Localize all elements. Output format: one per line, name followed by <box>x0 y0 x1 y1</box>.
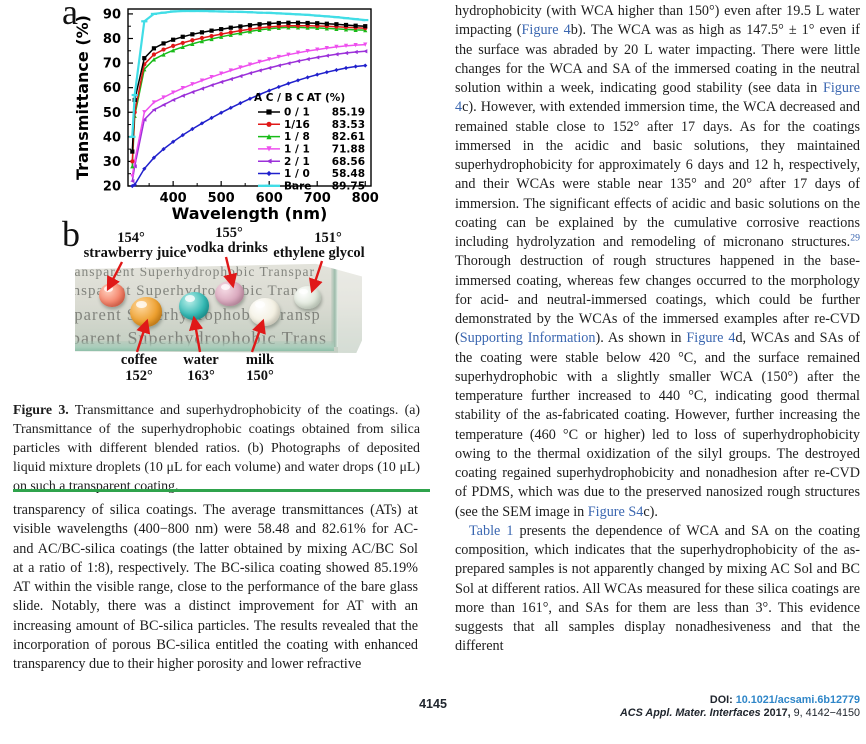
svg-text:89.75: 89.75 <box>332 180 365 192</box>
svg-text:82.61: 82.61 <box>332 131 365 143</box>
svg-text:2 / 1: 2 / 1 <box>284 156 310 168</box>
svg-text:40: 40 <box>103 130 121 145</box>
svg-text:800: 800 <box>352 191 379 206</box>
droplet-annotation-label: 154° <box>117 230 145 246</box>
svg-text:20: 20 <box>103 180 121 195</box>
printed-text-under-glass: sparent Superhydrophobic Transp <box>75 305 321 324</box>
svg-text:1/16: 1/16 <box>284 119 310 131</box>
figure-caption-number: Figure 3. <box>13 403 69 418</box>
cross-reference-link[interactable]: Figure 4 <box>686 330 736 347</box>
svg-text:600: 600 <box>256 191 283 206</box>
right-body-text: hydrophobicity (with WCA higher than 150… <box>455 2 860 657</box>
droplet-annotation-label: strawberry juice <box>83 245 187 261</box>
doi-line: DOI: 10.1021/acsami.6b12779 <box>620 694 860 706</box>
paragraph: transparency of silica coatings. The ave… <box>13 501 418 674</box>
droplet-annotation-label: 163° <box>187 368 215 384</box>
page-number: 4145 <box>419 697 447 711</box>
journal-citation: ACS Appl. Mater. Interfaces 2017, 9, 414… <box>620 707 860 719</box>
paper-beyond-slide <box>338 263 362 353</box>
svg-text:80: 80 <box>103 32 121 47</box>
svg-text:AT (%): AT (%) <box>307 92 345 104</box>
figure-caption: Figure 3. Transmittance and superhydroph… <box>13 401 420 496</box>
journal-name: ACS Appl. Mater. Interfaces <box>620 707 761 719</box>
droplet-annotation-label: 151° <box>314 230 342 246</box>
svg-text:68.56: 68.56 <box>332 156 365 168</box>
text-run: c). <box>643 503 658 520</box>
svg-text:500: 500 <box>208 191 235 206</box>
svg-text:400: 400 <box>160 191 187 206</box>
droplet-annotation-label: 150° <box>246 368 274 384</box>
text-run: hydrophobicity (with WCA higher than 150… <box>455 3 860 39</box>
text-run: transparency of silica coatings. The ave… <box>13 502 418 672</box>
doi-link[interactable]: 10.1021/acsami.6b12779 <box>735 694 860 706</box>
text-run: d, WCAs and SAs of the coating were stab… <box>455 330 861 520</box>
droplet-coffee <box>130 297 162 327</box>
svg-text:Transmittance (%): Transmittance (%) <box>73 15 92 180</box>
svg-text:90: 90 <box>103 7 121 22</box>
cross-reference-link[interactable]: Table 1 <box>469 522 514 539</box>
svg-text:58.48: 58.48 <box>332 168 365 180</box>
glass-slide: sparent Superhydrophobic Transsparent Su… <box>75 263 362 353</box>
section-divider-rule <box>13 489 430 492</box>
chart-legend: A C / B C AT (%) 0 / 1 85.19 1/16 83.53 1 / 8 8… <box>254 92 365 192</box>
droplet-vodka-drinks <box>215 281 244 306</box>
text-run: c). However, with extended immersion tim… <box>455 99 860 250</box>
journal-year: 2017, <box>763 707 791 719</box>
journal-pages: 9, 4142−4150 <box>793 707 860 719</box>
page-footer: 4145 DOI: 10.1021/acsami.6b12779 ACS App… <box>0 694 866 744</box>
svg-text:30: 30 <box>103 155 121 170</box>
glass-slide-right-edge <box>331 267 338 347</box>
text-run: ). As shown in <box>595 330 687 347</box>
paragraph: hydrophobicity (with WCA higher than 150… <box>455 2 860 522</box>
transmittance-chart: 400 500 600 700 800 20 30 40 50 60 70 80 90 Wavelengt… <box>73 7 379 222</box>
svg-text:A C / B C: A C / B C <box>254 92 304 104</box>
cross-reference-link[interactable]: Figure S4 <box>587 503 644 520</box>
svg-text:1 / 8: 1 / 8 <box>284 131 310 143</box>
svg-text:60: 60 <box>103 81 121 96</box>
svg-text:Bare: Bare <box>284 180 311 192</box>
svg-text:Wavelength (nm): Wavelength (nm) <box>172 204 328 222</box>
droplet-annotation-label: milk <box>245 352 275 368</box>
droplet-annotation-label: 155° <box>215 225 243 241</box>
droplet-photo-figure: sparent Superhydrophobic Transsparent Su… <box>60 225 440 397</box>
glass-slide-photo: sparent Superhydrophobic Transsparent Su… <box>75 263 362 353</box>
panel-a-label: a <box>62 0 78 32</box>
left-body-text: transparency of silica coatings. The ave… <box>13 501 418 674</box>
svg-text:83.53: 83.53 <box>332 119 365 131</box>
cross-reference-link[interactable]: Supporting Information <box>459 330 596 347</box>
droplet-annotation-label: water <box>183 352 219 368</box>
printed-text-under-glass: ansparent Superhydrophobic Transp <box>75 283 315 299</box>
cross-reference-link[interactable]: Figure 4 <box>521 22 571 39</box>
svg-text:71.88: 71.88 <box>332 144 365 156</box>
droplet-ethylene-glycol <box>294 286 321 309</box>
droplet-water <box>179 292 209 320</box>
droplet-milk <box>249 298 280 326</box>
text-run: presents the dependence of WCA and SA on… <box>455 522 860 655</box>
svg-text:50: 50 <box>103 106 121 121</box>
figure-caption-text: Transmittance and superhydrophobicity of… <box>13 403 420 495</box>
svg-text:1 / 1: 1 / 1 <box>284 144 310 156</box>
text-run: b). The WCA was as high as 147.5° ± 1° e… <box>455 22 860 96</box>
reference-link[interactable]: 29 <box>850 232 860 244</box>
glass-slide-bottom-edge <box>75 341 334 351</box>
citation-block: DOI: 10.1021/acsami.6b12779 ACS Appl. Ma… <box>620 694 860 719</box>
droplet-annotation-label: 152° <box>125 368 153 384</box>
droplet-annotation-label: coffee <box>120 352 158 368</box>
printed-text-under-glass: ransparent Superhydrophobic Transpar <box>75 264 315 279</box>
svg-text:700: 700 <box>304 191 331 206</box>
svg-text:70: 70 <box>103 57 121 72</box>
svg-text:0 / 1: 0 / 1 <box>284 107 310 119</box>
svg-text:85.19: 85.19 <box>332 107 365 119</box>
droplet-annotation-label: ethylene glycol <box>273 245 365 261</box>
doi-label: DOI: <box>709 694 733 706</box>
paragraph: Table 1 presents the dependence of WCA a… <box>455 522 860 657</box>
svg-text:1 / 0: 1 / 0 <box>284 168 310 180</box>
text-run: Thorough destruction of rough structures… <box>455 253 860 347</box>
droplet-annotation-label: vodka drinks <box>186 240 268 256</box>
droplet-strawberry-juice <box>99 283 125 307</box>
cross-reference-link[interactable]: Figure 4 <box>455 80 860 116</box>
panel-b-label: b <box>62 214 80 254</box>
